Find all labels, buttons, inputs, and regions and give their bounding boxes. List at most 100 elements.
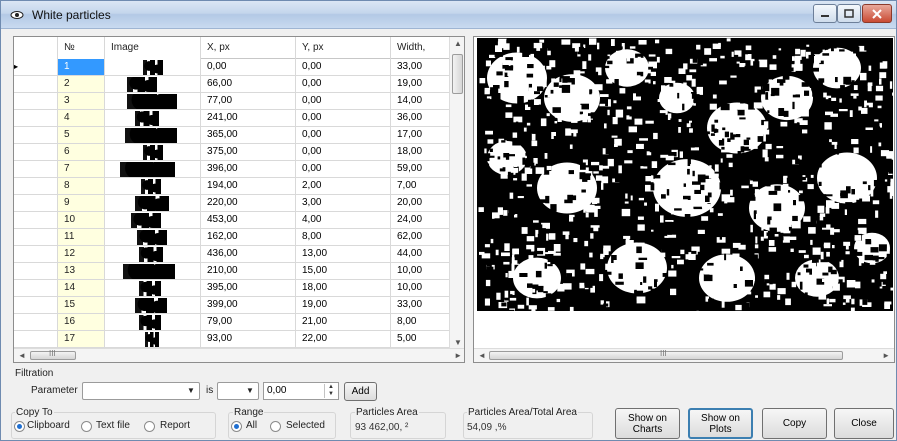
table-row[interactable]: 4 241,00 0,00 36,00 — [14, 110, 454, 127]
cell-x[interactable]: 375,00 — [201, 144, 296, 160]
cell-no[interactable]: 13 — [58, 263, 105, 279]
cell-x[interactable]: 396,00 — [201, 161, 296, 177]
cell-width[interactable]: 5,00 — [391, 331, 454, 347]
cell-no[interactable]: 2 — [58, 76, 105, 92]
cell-image[interactable] — [105, 76, 201, 92]
cell-image[interactable] — [105, 280, 201, 296]
cell-no[interactable]: 10 — [58, 212, 105, 228]
cell-y[interactable]: 0,00 — [296, 93, 391, 109]
table-row[interactable]: 8 194,00 2,00 7,00 — [14, 178, 454, 195]
cell-width[interactable]: 19,00 — [391, 76, 454, 92]
table-row[interactable]: 2 66,00 0,00 19,00 — [14, 76, 454, 93]
row-selector[interactable] — [14, 263, 58, 279]
cell-no[interactable]: 9 — [58, 195, 105, 211]
row-selector[interactable] — [14, 161, 58, 177]
row-selector[interactable] — [14, 280, 58, 296]
header-y[interactable]: Y, px — [296, 37, 391, 59]
row-selector[interactable] — [14, 144, 58, 160]
particles-image-panel[interactable]: ◄ III ► — [473, 36, 895, 363]
cell-x[interactable]: 453,00 — [201, 212, 296, 228]
cell-image[interactable] — [105, 127, 201, 143]
cell-x[interactable]: 210,00 — [201, 263, 296, 279]
cell-no[interactable]: 4 — [58, 110, 105, 126]
table-row[interactable]: 17 93,00 22,00 5,00 — [14, 331, 454, 348]
table-horizontal-scrollbar[interactable]: ◄ III ► — [14, 348, 464, 362]
cell-width[interactable]: 17,00 — [391, 127, 454, 143]
row-selector[interactable] — [14, 212, 58, 228]
cell-width[interactable]: 20,00 — [391, 195, 454, 211]
cell-y[interactable]: 22,00 — [296, 331, 391, 347]
cell-width[interactable]: 14,00 — [391, 93, 454, 109]
close-window-button[interactable] — [862, 4, 892, 23]
row-selector[interactable] — [14, 314, 58, 330]
row-selector[interactable] — [14, 229, 58, 245]
cell-x[interactable]: 365,00 — [201, 127, 296, 143]
cell-y[interactable]: 8,00 — [296, 229, 391, 245]
report-radio[interactable] — [144, 421, 155, 432]
row-selector[interactable] — [14, 297, 58, 313]
filter-value-stepper[interactable]: 0,00 ▲ ▼ — [263, 382, 339, 400]
cell-width[interactable]: 7,00 — [391, 178, 454, 194]
cell-no[interactable]: 12 — [58, 246, 105, 262]
copy-button[interactable]: Copy — [762, 408, 827, 439]
cell-width[interactable]: 18,00 — [391, 144, 454, 160]
table-row[interactable]: 16 79,00 21,00 8,00 — [14, 314, 454, 331]
cell-y[interactable]: 13,00 — [296, 246, 391, 262]
cell-image[interactable] — [105, 246, 201, 262]
table-row[interactable]: 5 365,00 0,00 17,00 — [14, 127, 454, 144]
table-row[interactable]: 13 210,00 15,00 10,00 — [14, 263, 454, 280]
row-selector[interactable] — [14, 246, 58, 262]
cell-y[interactable]: 0,00 — [296, 161, 391, 177]
particles-table[interactable]: № Image X, px Y, px Width, ▶10,000,0033,… — [13, 36, 465, 363]
row-selector[interactable] — [14, 195, 58, 211]
cell-y[interactable]: 15,00 — [296, 263, 391, 279]
cell-width[interactable]: 10,00 — [391, 280, 454, 296]
scroll-down-icon[interactable]: ▼ — [454, 338, 462, 347]
cell-no[interactable]: 15 — [58, 297, 105, 313]
show-on-charts-button[interactable]: Show on Charts — [615, 408, 680, 439]
cell-image[interactable] — [105, 297, 201, 313]
cell-image[interactable] — [105, 59, 201, 75]
table-row[interactable]: 14 395,00 18,00 10,00 — [14, 280, 454, 297]
cell-no[interactable]: 5 — [58, 127, 105, 143]
table-row[interactable]: 9 220,00 3,00 20,00 — [14, 195, 454, 212]
table-row[interactable]: 12 436,00 13,00 44,00 — [14, 246, 454, 263]
row-selector[interactable] — [14, 93, 58, 109]
cell-y[interactable]: 3,00 — [296, 195, 391, 211]
cell-width[interactable]: 8,00 — [391, 314, 454, 330]
cell-image[interactable] — [105, 93, 201, 109]
cell-x[interactable]: 395,00 — [201, 280, 296, 296]
cell-width[interactable]: 36,00 — [391, 110, 454, 126]
header-x[interactable]: X, px — [201, 37, 296, 59]
all-radio[interactable] — [231, 421, 242, 432]
cell-no[interactable]: 7 — [58, 161, 105, 177]
table-row[interactable]: 3 77,00 0,00 14,00 — [14, 93, 454, 110]
table-row[interactable]: 15 399,00 19,00 33,00 — [14, 297, 454, 314]
cell-width[interactable]: 44,00 — [391, 246, 454, 262]
cell-y[interactable]: 0,00 — [296, 76, 391, 92]
cell-image[interactable] — [105, 212, 201, 228]
cell-width[interactable]: 24,00 — [391, 212, 454, 228]
show-on-plots-button[interactable]: Show on Plots — [688, 408, 753, 439]
cell-y[interactable]: 2,00 — [296, 178, 391, 194]
cell-y[interactable]: 0,00 — [296, 127, 391, 143]
cell-x[interactable]: 162,00 — [201, 229, 296, 245]
cell-y[interactable]: 0,00 — [296, 59, 391, 75]
scroll-right-icon[interactable]: ► — [882, 351, 890, 360]
cell-x[interactable]: 399,00 — [201, 297, 296, 313]
cell-image[interactable] — [105, 195, 201, 211]
row-selector[interactable] — [14, 110, 58, 126]
cell-no[interactable]: 8 — [58, 178, 105, 194]
table-vertical-scrollbar[interactable]: ▲ ▼ — [449, 37, 464, 349]
cell-y[interactable]: 19,00 — [296, 297, 391, 313]
cell-image[interactable] — [105, 314, 201, 330]
cell-x[interactable]: 241,00 — [201, 110, 296, 126]
image-horizontal-scrollbar[interactable]: ◄ III ► — [474, 348, 894, 362]
clipboard-radio[interactable] — [14, 421, 25, 432]
header-no[interactable]: № — [58, 37, 105, 59]
cell-y[interactable]: 0,00 — [296, 110, 391, 126]
cell-image[interactable] — [105, 331, 201, 347]
row-selector[interactable]: ▶ — [14, 59, 58, 75]
stepper-arrows-icon[interactable]: ▲ ▼ — [324, 384, 337, 398]
